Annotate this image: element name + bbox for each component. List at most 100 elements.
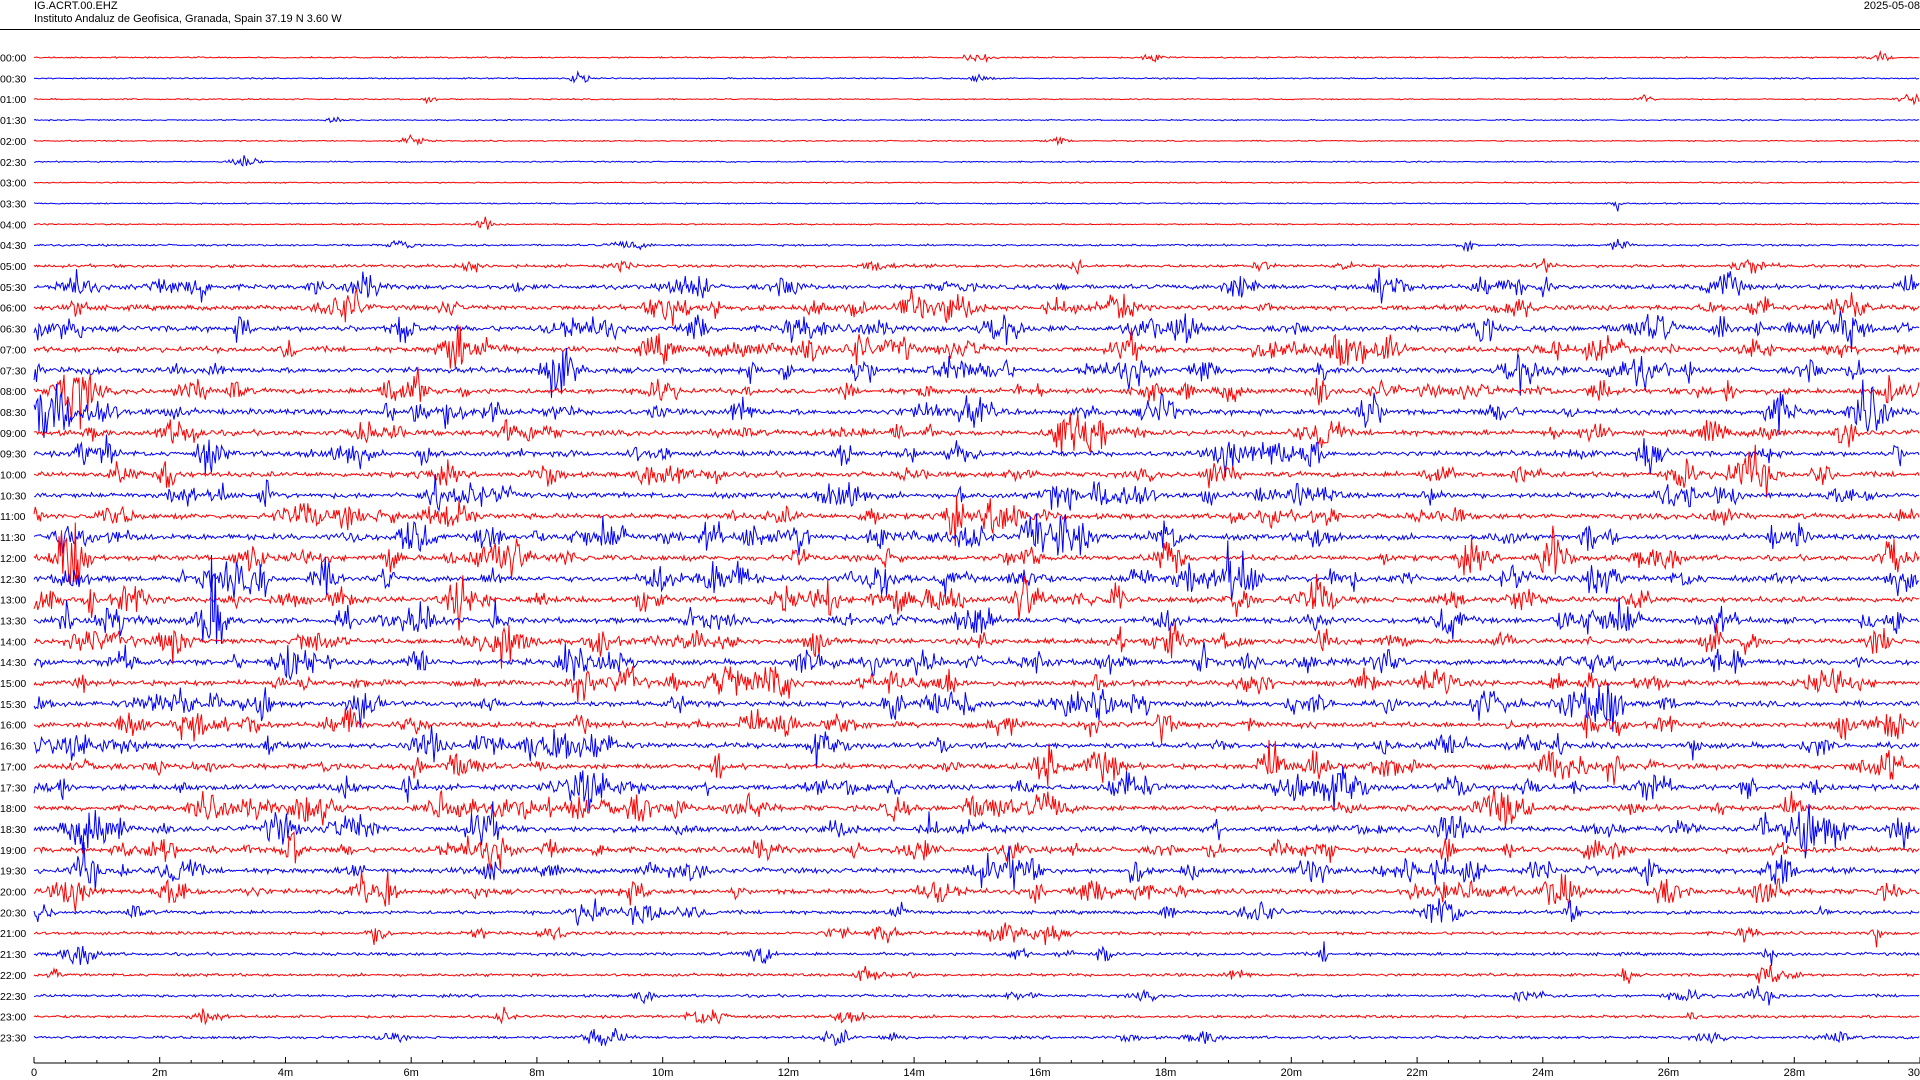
seismic-trace xyxy=(33,434,1920,478)
hour-label: 21:00 xyxy=(0,928,26,940)
seismic-trace xyxy=(33,1006,1920,1026)
hour-label: 03:30 xyxy=(0,198,26,210)
hour-label: 04:00 xyxy=(0,219,26,231)
hour-label: 07:30 xyxy=(0,365,26,377)
seismic-trace xyxy=(33,985,1920,1006)
seismic-trace xyxy=(33,621,1920,669)
seismic-trace xyxy=(33,238,1920,252)
tick-label: 22m xyxy=(1406,1067,1427,1079)
seismic-trace xyxy=(33,682,1920,732)
seismic-trace xyxy=(33,70,1920,84)
seismic-trace xyxy=(33,898,1920,926)
hour-label: 17:00 xyxy=(0,761,26,773)
hour-label: 01:30 xyxy=(0,115,26,127)
hour-label: 14:00 xyxy=(0,636,26,648)
tick-label: 8m xyxy=(529,1067,544,1079)
hour-label: 13:30 xyxy=(0,615,26,627)
hour-label: 00:00 xyxy=(0,53,26,65)
hour-label: 11:00 xyxy=(0,511,26,523)
tick-label: 18m xyxy=(1155,1067,1176,1079)
seismic-trace xyxy=(33,93,1920,106)
hour-label: 20:00 xyxy=(0,887,26,899)
hour-label: 22:30 xyxy=(0,991,26,1003)
seismic-trace xyxy=(33,666,1920,703)
hour-label: 21:30 xyxy=(0,949,26,961)
seismic-trace xyxy=(33,573,1920,631)
tick-label: 0 xyxy=(31,1067,37,1079)
hour-label: 08:30 xyxy=(0,407,26,419)
seismic-trace xyxy=(33,801,1920,859)
tick-label: 28m xyxy=(1784,1067,1805,1079)
seismic-trace xyxy=(33,310,1920,353)
trace-group xyxy=(33,49,1920,1047)
hour-label: 04:30 xyxy=(0,240,26,252)
hour-label: 09:30 xyxy=(0,449,26,461)
seismic-trace xyxy=(33,116,1919,124)
hour-label: 20:30 xyxy=(0,907,26,919)
seismic-trace xyxy=(33,49,1919,64)
hour-label: 13:00 xyxy=(0,595,26,607)
hour-label: 01:00 xyxy=(0,94,26,106)
seismic-trace xyxy=(33,540,1920,602)
tick-label: 20m xyxy=(1281,1067,1302,1079)
seismic-trace xyxy=(33,522,1920,587)
tick-label: 24m xyxy=(1532,1067,1553,1079)
seismic-trace xyxy=(33,554,1920,644)
institution-location: Instituto Andaluz de Geofisica, Granada,… xyxy=(34,13,342,25)
hour-label: 09:00 xyxy=(0,428,26,440)
seismic-trace xyxy=(33,347,1920,398)
hour-label: 18:00 xyxy=(0,803,26,815)
tick-label: 12m xyxy=(778,1067,799,1079)
hour-label: 15:00 xyxy=(0,678,26,690)
hour-label: 12:30 xyxy=(0,574,26,586)
tick-label: 26m xyxy=(1658,1067,1679,1079)
seismic-trace xyxy=(33,155,1920,167)
seismic-trace xyxy=(33,707,1920,744)
seismic-trace xyxy=(33,513,1920,556)
seismic-trace xyxy=(33,765,1920,812)
seismic-trace xyxy=(33,725,1920,769)
seismic-trace xyxy=(33,413,1920,457)
tick-label: 2m xyxy=(152,1067,167,1079)
tick-label: 16m xyxy=(1029,1067,1050,1079)
seismic-trace xyxy=(33,267,1920,304)
hour-label: 16:30 xyxy=(0,741,26,753)
header-rule xyxy=(0,29,1920,30)
hour-label: 02:00 xyxy=(0,136,26,148)
hour-label: 10:00 xyxy=(0,470,26,482)
hour-label: 03:00 xyxy=(0,178,26,190)
seismic-trace xyxy=(33,831,1920,870)
hour-label: 23:00 xyxy=(0,1012,26,1024)
hour-label: 19:30 xyxy=(0,866,26,878)
hour-label: 00:30 xyxy=(0,73,26,85)
time-axis: 0 2m 4m 6m 8m 10m 12m 14m 16m 18m 20m 22m 24m 26m 28m 3… xyxy=(31,1057,1920,1079)
seismic-trace xyxy=(33,1028,1920,1047)
hour-label: 08:00 xyxy=(0,386,26,398)
hour-label: 14:30 xyxy=(0,657,26,669)
seismic-trace xyxy=(33,495,1920,547)
hour-label: 06:00 xyxy=(0,303,26,315)
tick-label: 4m xyxy=(278,1067,293,1079)
hour-label: 11:30 xyxy=(0,532,26,544)
tick-label: 14m xyxy=(903,1067,924,1079)
seismic-trace xyxy=(33,181,1919,185)
hour-label: 23:30 xyxy=(0,1032,26,1044)
hour-label: 16:00 xyxy=(0,720,26,732)
hour-label: 17:30 xyxy=(0,782,26,794)
tick-label: 10m xyxy=(652,1067,673,1079)
seismic-trace xyxy=(33,216,1920,230)
record-date: 2025-05-08 xyxy=(1863,0,1920,12)
hour-label: 05:30 xyxy=(0,282,26,294)
seismic-trace xyxy=(33,133,1920,147)
seismic-trace xyxy=(33,287,1920,326)
seismic-trace xyxy=(33,324,1920,369)
seismic-trace xyxy=(33,788,1920,828)
seismic-trace xyxy=(33,739,1920,787)
seismic-trace xyxy=(33,473,1920,513)
seismic-trace xyxy=(33,258,1920,276)
page-header: IG.ACRT.00.EHZ Instituto Andaluz de Geof… xyxy=(0,0,1920,34)
seismic-trace xyxy=(33,964,1920,984)
hour-label: 05:00 xyxy=(0,261,26,273)
seismic-trace xyxy=(33,842,1920,892)
